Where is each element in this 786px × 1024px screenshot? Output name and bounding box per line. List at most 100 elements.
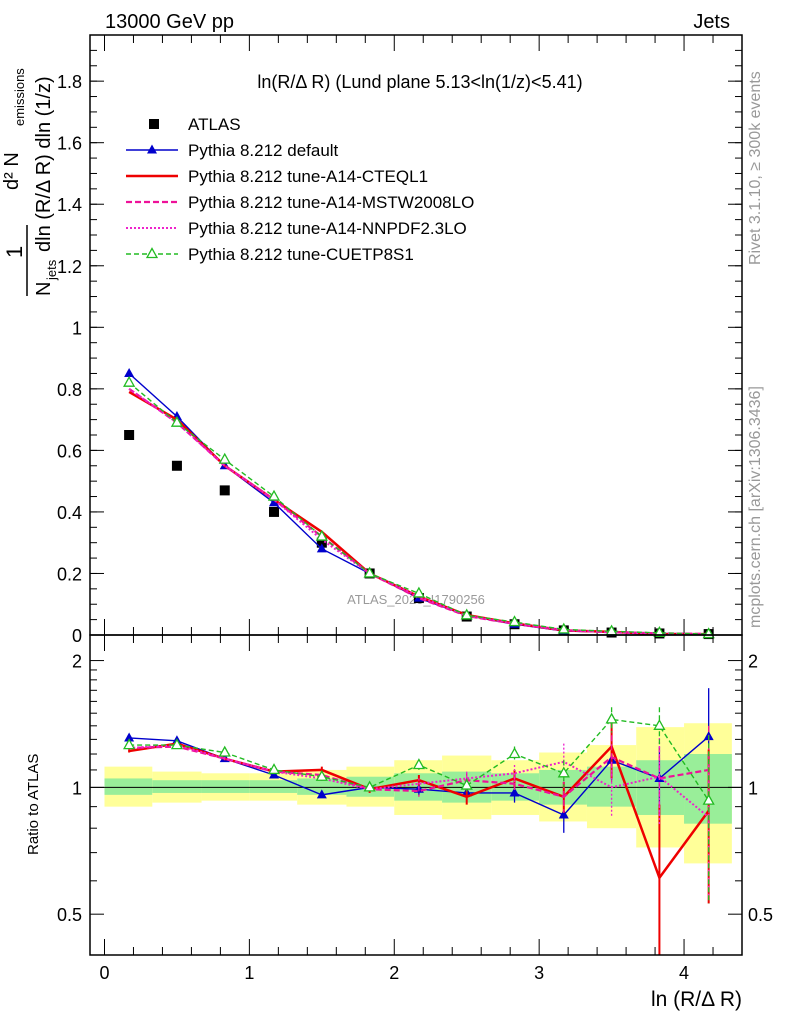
main-ytick-label: 0.6 bbox=[57, 441, 82, 461]
ratio-point-cuetp bbox=[508, 747, 521, 759]
main-series bbox=[123, 367, 715, 640]
main-series-mstw bbox=[128, 387, 709, 636]
legend-marker-default bbox=[147, 144, 157, 154]
main-series-cteql1 bbox=[128, 390, 709, 636]
legend-label: Pythia 8.212 tune-A14-MSTW2008LO bbox=[188, 193, 474, 212]
ratio-point-default bbox=[558, 809, 569, 819]
legend-entry-default: Pythia 8.212 default bbox=[126, 141, 339, 160]
legend-marker-cuetp bbox=[145, 247, 159, 259]
xtick-label: 0 bbox=[99, 963, 109, 983]
main-point-cuetp bbox=[460, 608, 473, 620]
xtick-label: 1 bbox=[244, 963, 254, 983]
ratio-frame bbox=[89, 634, 743, 956]
ylabel-denom-subscript: jets bbox=[44, 259, 59, 281]
ylabel-numerator: d² N bbox=[1, 152, 23, 190]
ratio-ticks: 0.5 0.5 1 1 2 2 0 1 2 3 4 bbox=[57, 635, 773, 983]
legend-label: Pythia 8.212 tune-A14-NNPDF2.3LO bbox=[188, 219, 467, 238]
main-ytick-label: 1.8 bbox=[57, 72, 82, 92]
ratio-point-cuetp bbox=[653, 718, 666, 730]
main-point-cuetp bbox=[267, 489, 281, 501]
header-right-label: Jets bbox=[693, 11, 730, 33]
ratio-ytick-label: 0.5 bbox=[57, 905, 82, 925]
legend-label: Pythia 8.212 default bbox=[188, 141, 339, 160]
ratio-point-default bbox=[316, 789, 327, 799]
main-point-default bbox=[124, 367, 135, 377]
ratio-ytick-label: 2 bbox=[72, 652, 82, 672]
ratio-ytick-label-right: 0.5 bbox=[748, 905, 773, 925]
main-line-mstw bbox=[128, 387, 709, 636]
ratio-point-cuetp bbox=[460, 778, 473, 790]
main-point-cuetp bbox=[218, 452, 231, 464]
ratio-band-inner bbox=[104, 778, 153, 795]
ratio-point-default bbox=[124, 732, 135, 742]
ylabel-denom-n: N bbox=[33, 282, 55, 296]
legend-marker-atlas bbox=[149, 119, 159, 129]
atlas-point bbox=[171, 460, 182, 471]
main-panel: ln(R/Δ R) (Lund plane 5.13<ln(1/z)<5.41)… bbox=[57, 34, 743, 646]
main-ytick-label: 1.4 bbox=[57, 195, 82, 215]
main-point-default bbox=[269, 497, 280, 507]
main-point-cuetp bbox=[508, 615, 521, 627]
main-ticks: 0.2 0.4 0.6 0.8 1 1.2 1.4 1.6 1.8 0 bbox=[57, 35, 742, 646]
main-point-cuetp bbox=[170, 415, 184, 427]
ratio-point-cuetp bbox=[412, 758, 426, 770]
ratio-band-inner bbox=[152, 780, 202, 793]
main-ytick-label: 1.6 bbox=[57, 134, 82, 154]
ratio-point-cuetp bbox=[363, 780, 376, 792]
main-point-cuetp bbox=[412, 586, 426, 598]
ratio-point-cuetp bbox=[267, 763, 281, 775]
main-ytick-label: 0.8 bbox=[57, 380, 82, 400]
legend-entry-cuetp: Pythia 8.212 tune-CUETP8S1 bbox=[126, 245, 414, 264]
main-point-cuetp bbox=[363, 566, 376, 578]
main-point-cuetp bbox=[653, 626, 666, 637]
legend-label: Pythia 8.212 tune-CUETP8S1 bbox=[188, 245, 414, 264]
main-ylabel: 1 d² N emissions N jets dln (R/Δ R) dln … bbox=[1, 68, 59, 296]
legend-label: ATLAS bbox=[188, 115, 241, 134]
legend-entry-nnpdf: Pythia 8.212 tune-A14-NNPDF2.3LO bbox=[126, 219, 467, 238]
ratio-line-mstw bbox=[129, 745, 709, 798]
header-left-label: 13000 GeV pp bbox=[105, 11, 234, 33]
ratio-point-cuetp bbox=[605, 712, 618, 724]
ratio-point-cuetp bbox=[557, 766, 570, 778]
mcplots-label: mcplots.cern.ch [arXiv:1306.3436] bbox=[747, 386, 764, 628]
ratio-point-default bbox=[509, 787, 520, 797]
ratio-band-inner bbox=[297, 778, 347, 795]
ratio-point-cuetp bbox=[218, 745, 231, 757]
atlas-point bbox=[269, 506, 280, 517]
main-series-cuetp bbox=[123, 375, 715, 639]
ratio-ylabel: Ratio to ATLAS bbox=[25, 754, 42, 855]
legend-entry-data: ATLAS bbox=[149, 115, 241, 134]
ylabel-numerator-subscript: emissions bbox=[12, 68, 27, 126]
atlas-point bbox=[219, 485, 230, 496]
ratio-band-inner bbox=[201, 780, 250, 793]
main-ytick-label: 1.2 bbox=[57, 257, 82, 277]
atlas-point bbox=[316, 537, 327, 548]
ratio-point-cuetp bbox=[315, 769, 328, 781]
xtick-label: 2 bbox=[389, 963, 399, 983]
main-ytick-label-zero: 0 bbox=[72, 626, 82, 646]
legend-label: Pythia 8.212 tune-A14-CTEQL1 bbox=[188, 167, 428, 186]
xtick-label: 3 bbox=[534, 963, 544, 983]
ratio-ytick-label-right: 2 bbox=[748, 652, 758, 672]
legend: ATLAS Pythia 8.212 default Pythia 8.212 tu… bbox=[126, 115, 474, 264]
atlas-point bbox=[124, 430, 135, 440]
main-ytick-label: 0.2 bbox=[57, 564, 82, 584]
main-ytick-label: 0.4 bbox=[57, 503, 82, 523]
main-point-cuetp bbox=[123, 375, 136, 387]
ratio-bands bbox=[104, 723, 732, 864]
main-series-data bbox=[124, 430, 714, 640]
main-point-default bbox=[316, 543, 327, 553]
xtick-label: 4 bbox=[679, 963, 689, 983]
ratio-series-cuetp bbox=[123, 707, 715, 904]
main-line-cteql1 bbox=[128, 390, 709, 636]
ratio-point-cuetp bbox=[123, 738, 136, 750]
main-point-cuetp bbox=[557, 622, 570, 634]
ratio-point-cuetp bbox=[702, 793, 715, 805]
ratio-line-nnpdf bbox=[129, 744, 710, 818]
ylabel-denom-rest: dln (R/Δ R) dln (1/z) bbox=[33, 76, 55, 252]
ratio-ytick-label: 1 bbox=[72, 778, 82, 798]
ratio-band-inner bbox=[249, 780, 298, 793]
main-point-cuetp bbox=[315, 529, 328, 541]
legend-entry-mstw: Pythia 8.212 tune-A14-MSTW2008LO bbox=[126, 193, 474, 212]
